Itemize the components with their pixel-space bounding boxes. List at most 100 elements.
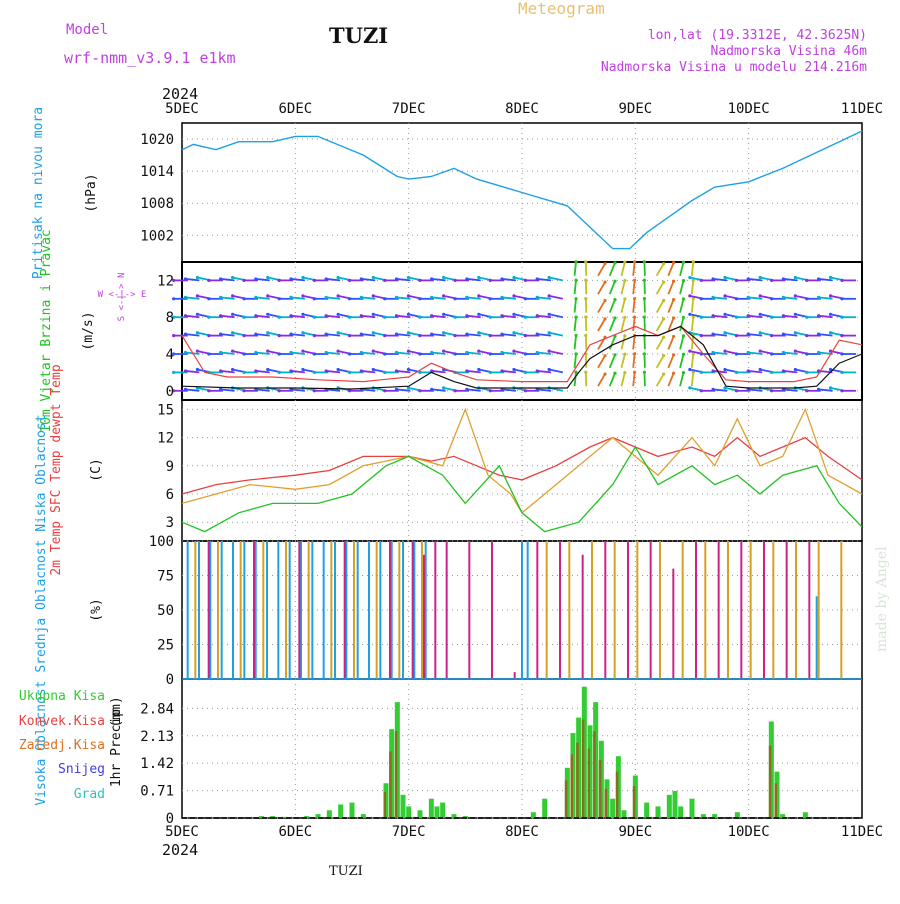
wind-arrow-head bbox=[817, 388, 820, 391]
wind-arrow bbox=[621, 299, 624, 313]
wind-arrow bbox=[621, 317, 624, 331]
wind-arrow bbox=[575, 280, 576, 294]
wind-arrow-head bbox=[301, 368, 304, 371]
wind-arrow-head bbox=[759, 294, 762, 297]
wind-arrow-head bbox=[184, 369, 187, 372]
wind-arrow-head bbox=[840, 297, 843, 300]
precip-bar bbox=[610, 799, 615, 818]
wind-arrow-head bbox=[770, 371, 773, 374]
wind-arrow-head bbox=[623, 261, 626, 264]
wind-arrow bbox=[680, 262, 683, 276]
wind-arrow-head bbox=[613, 372, 616, 375]
wind-arrow-head bbox=[442, 331, 445, 334]
wind-arrow-head bbox=[829, 294, 832, 297]
wind-arrow bbox=[680, 281, 683, 295]
wind-arrow-head bbox=[348, 334, 351, 337]
wind-arrow-head bbox=[395, 369, 398, 372]
wind-arrow-head bbox=[477, 294, 480, 297]
precip-bar bbox=[678, 806, 683, 818]
wind-arrow-head bbox=[242, 389, 245, 392]
wind-arrow-head bbox=[700, 389, 703, 392]
wind-arrow-head bbox=[623, 334, 626, 337]
precip-conv-bar bbox=[565, 780, 568, 818]
wind-arrow-head bbox=[840, 352, 843, 355]
wind-arrow-head bbox=[782, 277, 785, 280]
wind-arrow bbox=[598, 282, 605, 294]
wind-arrow-head bbox=[723, 313, 726, 316]
x-tick-label-top: 10DEC bbox=[728, 101, 770, 117]
wind-arrow-head bbox=[682, 261, 685, 264]
wind-arrow-head bbox=[711, 388, 714, 391]
wind-arrow-head bbox=[418, 334, 421, 337]
x-tick-label-bottom: 8DEC bbox=[505, 824, 539, 840]
wind-arrow-head bbox=[524, 316, 527, 319]
wind-arrow-head bbox=[735, 297, 738, 300]
wind-arrow bbox=[633, 280, 634, 294]
wind-arrow-head bbox=[266, 331, 269, 334]
wind-arrow-head bbox=[395, 277, 398, 280]
wind-arrow-head bbox=[266, 313, 269, 316]
precip-bar bbox=[440, 803, 445, 818]
y-tick-label: 2.84 bbox=[140, 701, 174, 717]
wind-arrow-head bbox=[735, 279, 738, 282]
wind-arrow-head bbox=[395, 296, 398, 299]
wind-arrow-head bbox=[289, 351, 292, 354]
wind-arrow-head bbox=[747, 277, 750, 280]
wind-arrow-head bbox=[662, 299, 665, 302]
y-tick-label: 9 bbox=[166, 459, 174, 475]
y-tick-label: 1008 bbox=[140, 196, 174, 212]
wind-arrow-head bbox=[453, 334, 456, 337]
wind-arrow-head bbox=[688, 386, 691, 389]
wind-arrow-head bbox=[524, 279, 527, 282]
wind-arrow-head bbox=[662, 280, 665, 283]
wind-arrow-head bbox=[574, 334, 577, 337]
wind-arrow-head bbox=[289, 296, 292, 299]
wind-arrow-head bbox=[794, 294, 797, 297]
precip-bar bbox=[531, 812, 536, 818]
wind-arrow-head bbox=[301, 276, 304, 279]
wind-arrow-head bbox=[662, 262, 665, 265]
precip-bar bbox=[418, 810, 423, 818]
wind-arrow-head bbox=[623, 279, 626, 282]
wind-arrow-head bbox=[477, 276, 480, 279]
wind-arrow-head bbox=[196, 368, 199, 371]
wind-arrow-head bbox=[817, 277, 820, 280]
wind-arrow-head bbox=[623, 353, 626, 356]
wind-arrow-head bbox=[465, 277, 468, 280]
wind-arrow bbox=[575, 335, 576, 349]
y-tick-labels: 1002100810141020048123691215025507510000… bbox=[140, 132, 174, 827]
wind-arrow-head bbox=[723, 294, 726, 297]
wind-arrow-head bbox=[383, 279, 386, 282]
wind-arrow bbox=[680, 373, 683, 387]
wind-arrow bbox=[549, 277, 563, 280]
precip-conv-bar bbox=[775, 783, 778, 818]
wind-arrow-head bbox=[301, 349, 304, 352]
wind-arrow-head bbox=[723, 331, 726, 334]
wind-arrow bbox=[633, 262, 634, 276]
wind-arrow-head bbox=[242, 352, 245, 355]
wind-arrow-head bbox=[196, 313, 199, 316]
wind-arrow-head bbox=[278, 334, 281, 337]
wind-arrow-head bbox=[662, 336, 665, 339]
wind-arrow bbox=[633, 354, 634, 368]
y-tick-label: 100 bbox=[149, 534, 174, 550]
wind-arrow-head bbox=[829, 331, 832, 334]
precip-bar bbox=[803, 812, 808, 818]
wind-arrow-head bbox=[418, 316, 421, 319]
wind-arrow-head bbox=[633, 315, 636, 318]
wind-arrow-head bbox=[254, 314, 257, 317]
wind-arrow-head bbox=[548, 313, 551, 316]
wind-arrow-head bbox=[325, 314, 328, 317]
wind-arrow bbox=[657, 374, 664, 386]
wind-arrow-head bbox=[512, 313, 515, 316]
wind-arrow-head bbox=[536, 314, 539, 317]
wind-arrow-head bbox=[574, 297, 577, 300]
wind-arrow-head bbox=[489, 297, 492, 300]
wind-arrow-head bbox=[184, 296, 187, 299]
precip-conv-bar bbox=[633, 786, 636, 818]
wind-arrow-head bbox=[453, 389, 456, 392]
wind-arrow-head bbox=[770, 389, 773, 392]
wind-arrow bbox=[680, 336, 683, 350]
wind-arrow bbox=[598, 264, 605, 276]
